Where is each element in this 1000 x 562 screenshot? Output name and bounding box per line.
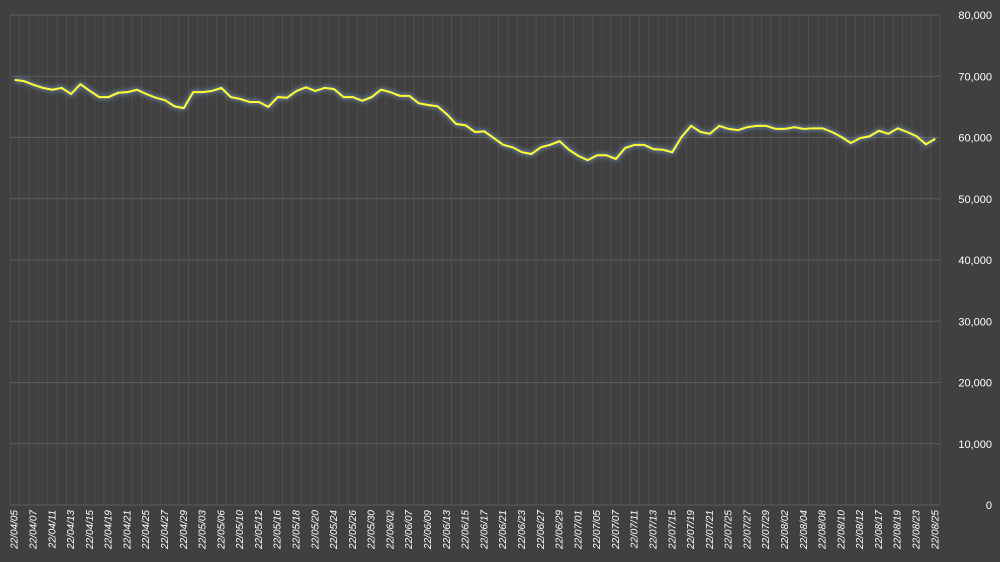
- x-tick-label: 22/06/15: [461, 510, 472, 550]
- x-tick-label: 22/07/05: [592, 510, 603, 550]
- x-tick-label: 22/04/21: [122, 510, 133, 550]
- x-tick-label: 22/08/19: [893, 510, 904, 550]
- x-tick-label: 22/04/05: [10, 510, 21, 550]
- x-tick-label: 22/05/24: [329, 510, 340, 550]
- x-tick-label: 22/04/15: [85, 510, 96, 550]
- x-tick-label: 22/06/02: [385, 510, 396, 550]
- line: [14, 78, 936, 162]
- x-tick-label: 22/08/23: [912, 510, 923, 550]
- y-tick-label: 30,000: [958, 316, 992, 328]
- y-tick-label: 0: [986, 500, 992, 512]
- x-tick-label: 22/08/10: [836, 510, 847, 550]
- x-tick-label: 22/04/13: [66, 510, 77, 550]
- y-tick-label: 40,000: [958, 255, 992, 267]
- y-tick-label: 10,000: [958, 439, 992, 451]
- x-tick-label: 22/07/27: [742, 510, 753, 550]
- x-tick-label: 22/05/16: [273, 510, 284, 550]
- x-tick-label: 22/06/23: [517, 510, 528, 550]
- x-tick-label: 22/04/25: [141, 510, 152, 550]
- x-tick-label: 22/08/02: [780, 510, 791, 550]
- x-tick-label: 22/08/25: [930, 510, 941, 550]
- x-tick-label: 22/08/04: [799, 510, 810, 550]
- x-tick-label: 22/06/21: [498, 510, 509, 550]
- x-tick-label: 22/05/12: [254, 510, 265, 550]
- x-tick-label: 22/08/17: [874, 510, 885, 550]
- x-tick-label: 22/04/07: [28, 510, 39, 550]
- x-tick-label: 22/05/26: [348, 510, 359, 550]
- y-tick-label: 60,000: [958, 133, 992, 145]
- line-glow: [14, 77, 937, 163]
- x-tick-label: 22/08/12: [855, 510, 866, 550]
- x-tick-label: 22/07/15: [667, 510, 678, 550]
- x-tick-label: 22/07/25: [724, 510, 735, 550]
- x-tick-label: 22/07/29: [761, 510, 772, 550]
- x-tick-label: 22/07/07: [611, 510, 622, 550]
- x-tick-label: 22/04/27: [160, 510, 171, 550]
- x-tick-label: 22/04/19: [104, 510, 115, 550]
- x-tick-label: 22/06/09: [423, 510, 434, 550]
- x-tick-label: 22/06/13: [442, 510, 453, 550]
- x-tick-label: 22/05/30: [367, 510, 378, 550]
- x-tick-label: 22/07/21: [705, 510, 716, 550]
- y-tick-label: 20,000: [958, 378, 992, 390]
- x-tick-label: 22/06/07: [404, 510, 415, 550]
- y-tick-label: 70,000: [958, 71, 992, 83]
- x-tick-label: 22/06/27: [536, 510, 547, 550]
- x-tick-label: 22/07/19: [686, 510, 697, 550]
- x-tick-label: 22/07/11: [630, 510, 641, 549]
- x-tick-label: 22/05/03: [198, 510, 209, 550]
- x-tick-label: 22/05/06: [216, 510, 227, 550]
- x-tick-label: 22/07/01: [573, 510, 584, 550]
- x-tick-label: 22/05/20: [310, 510, 321, 550]
- x-tick-label: 22/05/18: [292, 510, 303, 550]
- y-tick-label: 50,000: [958, 194, 992, 206]
- x-tick-label: 22/06/17: [479, 510, 490, 550]
- x-tick-label: 22/05/10: [235, 510, 246, 550]
- x-tick-label: 22/04/29: [179, 510, 190, 550]
- x-tick-label: 22/04/11: [47, 510, 58, 549]
- x-tick-label: 22/07/13: [648, 510, 659, 550]
- x-tick-label: 22/06/29: [555, 510, 566, 550]
- x-tick-label: 22/08/08: [818, 510, 829, 550]
- y-tick-label: 80,000: [958, 10, 992, 22]
